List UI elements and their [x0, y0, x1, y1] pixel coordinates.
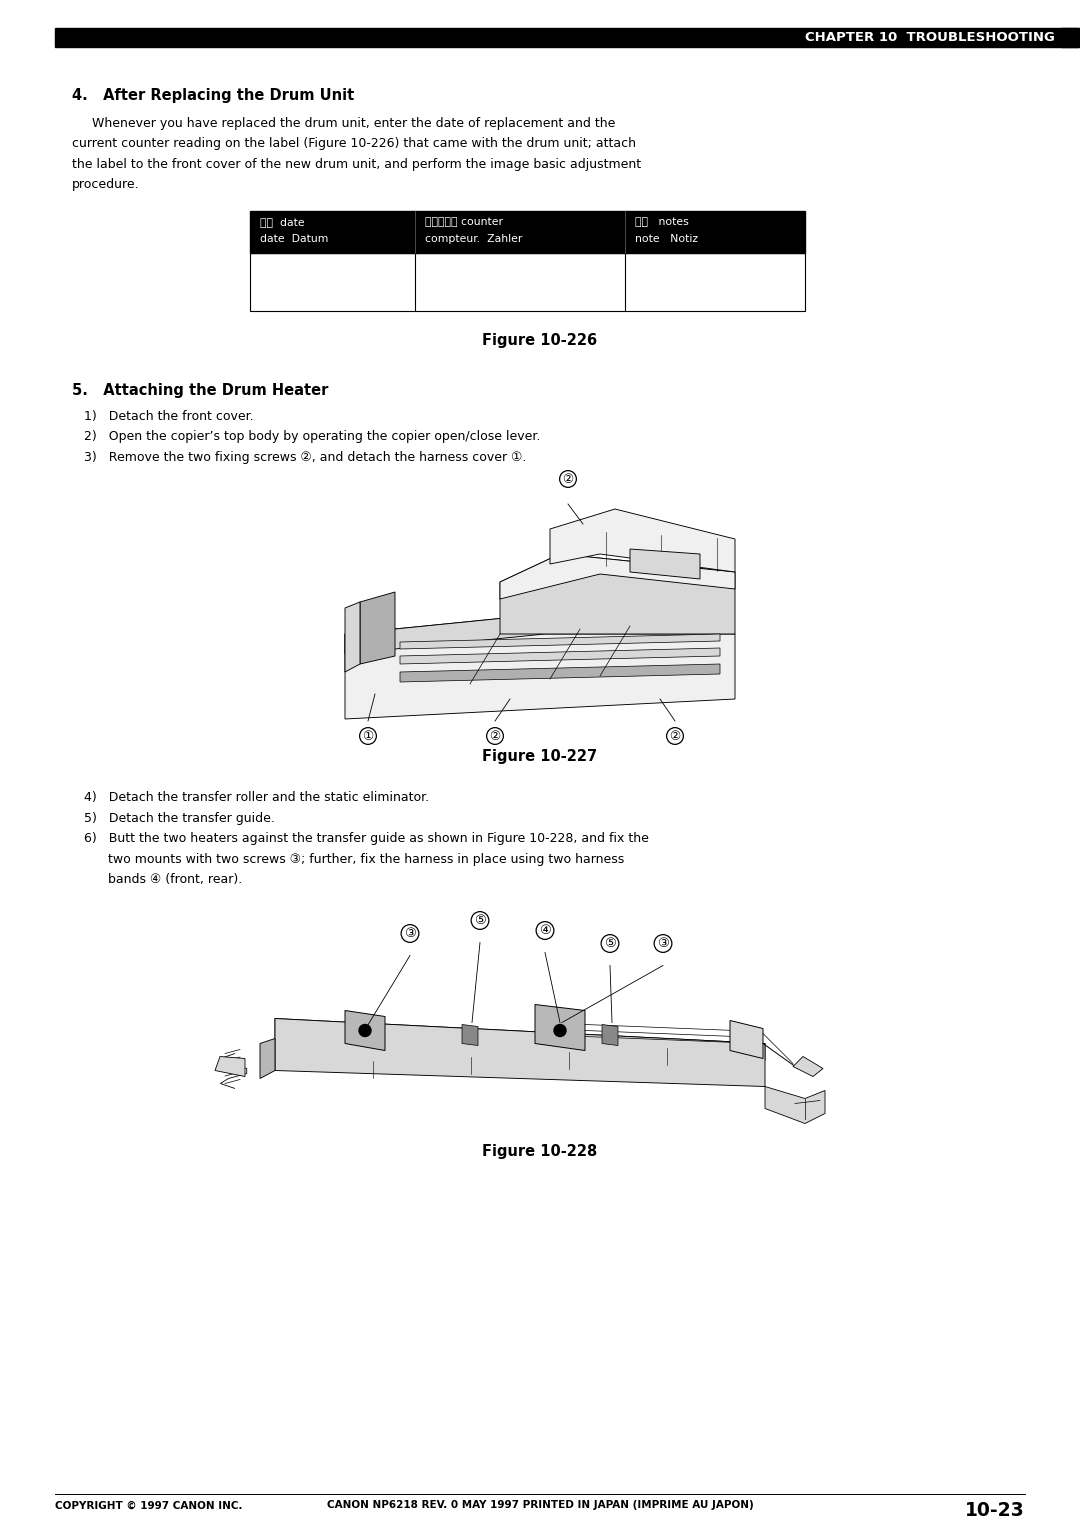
Text: ②: ② [563, 472, 573, 486]
Text: 1)   Detach the front cover.: 1) Detach the front cover. [84, 410, 254, 423]
Text: 日付  date: 日付 date [260, 217, 305, 228]
Polygon shape [275, 1019, 765, 1060]
Polygon shape [215, 1056, 245, 1077]
Text: 6)   Butt the two heaters against the transfer guide as shown in Figure 10-228, : 6) Butt the two heaters against the tran… [84, 833, 649, 845]
Polygon shape [345, 1010, 384, 1051]
Polygon shape [360, 591, 395, 665]
Text: 4)   Detach the transfer roller and the static eliminator.: 4) Detach the transfer roller and the st… [84, 792, 429, 804]
Text: ⑤: ⑤ [604, 937, 616, 950]
Text: ②: ② [489, 729, 501, 743]
Polygon shape [400, 634, 720, 649]
Text: note   Notiz: note Notiz [635, 234, 698, 244]
Polygon shape [400, 648, 720, 665]
Text: 5.   Attaching the Drum Heater: 5. Attaching the Drum Heater [72, 382, 328, 397]
Polygon shape [345, 614, 735, 720]
Text: ⑤: ⑤ [474, 914, 486, 927]
Polygon shape [730, 1021, 762, 1059]
Text: the label to the front cover of the new drum unit, and perform the image basic a: the label to the front cover of the new … [72, 157, 642, 171]
Circle shape [359, 1024, 372, 1036]
Polygon shape [345, 614, 545, 654]
Bar [55, 28, 1080, 47]
Text: current counter reading on the label (Figure 10-226) that came with the drum uni: current counter reading on the label (Fi… [72, 138, 636, 150]
Text: Figure 10-226: Figure 10-226 [483, 333, 597, 347]
Text: COPYRIGHT © 1997 CANON INC.: COPYRIGHT © 1997 CANON INC. [55, 1500, 243, 1511]
Polygon shape [345, 602, 360, 672]
Circle shape [554, 1024, 566, 1036]
Text: ③: ③ [404, 927, 416, 940]
Text: ④: ④ [539, 924, 551, 937]
Text: compteur.  Zahler: compteur. Zahler [426, 234, 523, 244]
Bar [1061, 28, 1078, 47]
Text: bands ④ (front, rear).: bands ④ (front, rear). [84, 872, 242, 886]
Polygon shape [602, 1024, 618, 1045]
Polygon shape [630, 549, 700, 579]
Text: 10-23: 10-23 [966, 1500, 1025, 1519]
Polygon shape [535, 1004, 585, 1051]
Text: Figure 10-228: Figure 10-228 [483, 1143, 597, 1158]
Polygon shape [260, 1039, 275, 1079]
Text: procedure.: procedure. [72, 177, 139, 191]
Text: ①: ① [363, 729, 374, 743]
Bar [249, 252, 805, 310]
Text: ②: ② [670, 729, 680, 743]
Text: ③: ③ [657, 937, 669, 950]
Text: two mounts with two screws ③; further, fix the harness in place using two harnes: two mounts with two screws ③; further, f… [84, 853, 624, 865]
Text: 3)   Remove the two fixing screws ②, and detach the harness cover ①.: 3) Remove the two fixing screws ②, and d… [84, 451, 526, 463]
Bar [249, 211, 805, 252]
Polygon shape [793, 1056, 823, 1077]
Polygon shape [462, 1024, 478, 1045]
Text: CHAPTER 10  TROUBLESHOOTING: CHAPTER 10 TROUBLESHOOTING [805, 31, 1055, 44]
Text: 5)   Detach the transfer guide.: 5) Detach the transfer guide. [84, 811, 275, 825]
Text: 4.   After Replacing the Drum Unit: 4. After Replacing the Drum Unit [72, 89, 354, 102]
Text: Whenever you have replaced the drum unit, enter the date of replacement and the: Whenever you have replaced the drum unit… [72, 116, 616, 130]
Text: CANON NP6218 REV. 0 MAY 1997 PRINTED IN JAPAN (IMPRIME AU JAPON): CANON NP6218 REV. 0 MAY 1997 PRINTED IN … [326, 1500, 754, 1511]
Polygon shape [275, 1019, 765, 1086]
Polygon shape [550, 509, 735, 571]
Polygon shape [400, 665, 720, 681]
Text: date  Datum: date Datum [260, 234, 328, 244]
Text: 2)   Open the copier’s top body by operating the copier open/close lever.: 2) Open the copier’s top body by operati… [84, 429, 540, 443]
Polygon shape [500, 555, 735, 599]
Polygon shape [765, 1086, 825, 1123]
Polygon shape [500, 555, 735, 634]
Text: 備考   notes: 備考 notes [635, 217, 689, 228]
Text: カウンター counter: カウンター counter [426, 217, 503, 228]
Text: Figure 10-227: Figure 10-227 [483, 749, 597, 764]
